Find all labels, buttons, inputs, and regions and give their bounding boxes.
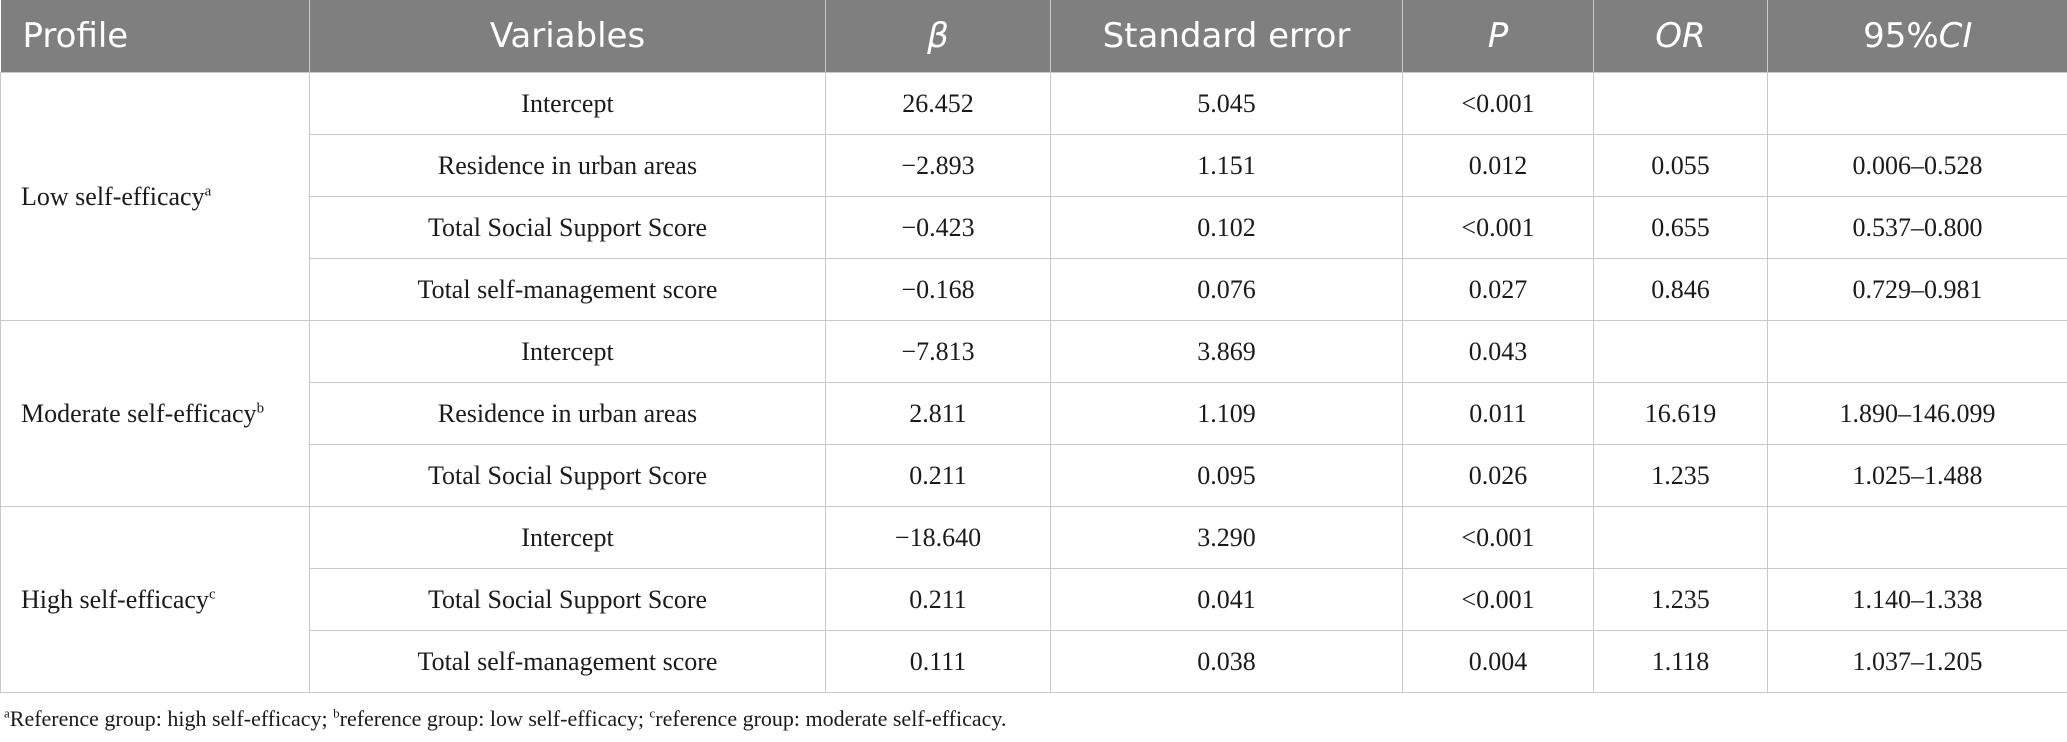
table-row: Residence in urban areas 2.811 1.109 0.011 1… (1, 382, 2067, 445)
p-cell: 0.026 (1402, 444, 1594, 507)
variable-cell: Intercept (309, 320, 826, 383)
header-ci: 95%CI (1767, 0, 2067, 73)
variable-cell: Intercept (309, 72, 826, 135)
or-cell: 0.655 (1593, 196, 1768, 259)
table-row: Total Social Support Score 0.211 0.041 <0.0… (1, 568, 2067, 631)
p-cell: 0.012 (1402, 134, 1594, 197)
standard-error-cell: 5.045 (1050, 72, 1403, 135)
profile-cell: High self-efficacyc (0, 506, 310, 693)
ci-cell: 1.037–1.205 (1767, 630, 2067, 693)
table-row: Total Social Support Score 0.211 0.095 0.02… (1, 444, 2067, 507)
table-row: Residence in urban areas −2.893 1.151 0.012… (1, 134, 2067, 197)
profile-footnote-mark: b (256, 399, 265, 416)
or-cell: 0.055 (1593, 134, 1768, 197)
variable-cell: Total Social Support Score (309, 444, 826, 507)
p-cell: <0.001 (1402, 72, 1594, 135)
beta-cell: −2.893 (825, 134, 1051, 197)
table-row: High self-efficacyc Intercept −18.640 3.290… (0, 506, 2067, 693)
p-cell: 0.027 (1402, 258, 1594, 321)
ci-cell: 0.729–0.981 (1767, 258, 2067, 321)
p-cell: 0.043 (1402, 320, 1594, 383)
standard-error-cell: 0.095 (1050, 444, 1403, 507)
footnote-text-a: Reference group: high self-efficacy; (9, 706, 334, 731)
footnote-mark-a: a (4, 705, 10, 721)
beta-cell: −7.813 (825, 320, 1051, 383)
beta-cell: −0.168 (825, 258, 1051, 321)
table-footnote: aReference group: high self-efficacy; br… (4, 706, 1006, 732)
header-standard-error: Standard error (1050, 0, 1403, 73)
header-ci-percent: 95% (1863, 16, 1939, 56)
table-body: Low self-efficacya Intercept 26.452 5.045 <0… (0, 72, 2067, 693)
profile-cell: Low self-efficacya (0, 72, 310, 321)
standard-error-cell: 0.041 (1050, 568, 1403, 631)
ci-cell: 1.025–1.488 (1767, 444, 2067, 507)
or-cell: 1.235 (1593, 568, 1768, 631)
beta-cell: 26.452 (825, 72, 1051, 135)
p-cell: 0.011 (1402, 382, 1594, 445)
p-cell: 0.004 (1402, 630, 1594, 693)
ci-cell: 1.140–1.338 (1767, 568, 2067, 631)
variable-cell: Residence in urban areas (309, 134, 826, 197)
or-cell (1593, 320, 1768, 383)
profile-name: Moderate self-efficacy (21, 398, 257, 428)
header-ci-letters: CI (1938, 16, 1973, 56)
header-profile: Profile (0, 0, 310, 73)
variable-cell: Total Social Support Score (309, 568, 826, 631)
profile-name: Low self-efficacy (21, 181, 205, 211)
ci-cell: 0.006–0.528 (1767, 134, 2067, 197)
standard-error-cell: 0.038 (1050, 630, 1403, 693)
header-variables: Variables (309, 0, 826, 73)
standard-error-cell: 0.102 (1050, 196, 1403, 259)
standard-error-cell: 3.290 (1050, 506, 1403, 569)
beta-cell: 0.111 (825, 630, 1051, 693)
variable-cell: Intercept (309, 506, 826, 569)
p-cell: <0.001 (1402, 568, 1594, 631)
header-row: Profile Variables β Standard error P OR … (0, 0, 2067, 73)
ci-cell (1767, 72, 2067, 135)
or-cell (1593, 72, 1768, 135)
profile-cell: Moderate self-efficacyb (0, 320, 310, 507)
footnote-mark-b: b (333, 705, 340, 721)
beta-cell: 0.211 (825, 568, 1051, 631)
standard-error-cell: 1.151 (1050, 134, 1403, 197)
profile-footnote-mark: a (204, 182, 212, 199)
variable-cell: Residence in urban areas (309, 382, 826, 445)
ci-cell (1767, 506, 2067, 569)
or-cell: 16.619 (1593, 382, 1768, 445)
table-row: Moderate self-efficacyb Intercept −7.813 3.… (0, 320, 2067, 507)
or-cell: 1.235 (1593, 444, 1768, 507)
table-row: Total Social Support Score −0.423 0.102 <0.… (1, 196, 2067, 259)
header-beta: β (825, 0, 1051, 73)
ci-cell: 1.890–146.099 (1767, 382, 2067, 445)
regression-table: Profile Variables β Standard error P OR … (0, 0, 2067, 693)
profile-footnote-mark: c (208, 585, 216, 602)
variable-cell: Total Social Support Score (309, 196, 826, 259)
footnote-text-c: reference group: moderate self-efficacy. (655, 706, 1007, 731)
beta-cell: −0.423 (825, 196, 1051, 259)
table-row: Total self-management score 0.111 0.038 0.0… (1, 630, 2067, 693)
beta-cell: −18.640 (825, 506, 1051, 569)
header-or: OR (1593, 0, 1768, 73)
or-cell: 1.118 (1593, 630, 1768, 693)
beta-cell: 0.211 (825, 444, 1051, 507)
standard-error-cell: 3.869 (1050, 320, 1403, 383)
profile-name: High self-efficacy (21, 584, 209, 614)
table-row: Low self-efficacya Intercept 26.452 5.045 <0… (0, 72, 2067, 321)
p-cell: <0.001 (1402, 506, 1594, 569)
ci-cell: 0.537–0.800 (1767, 196, 2067, 259)
p-cell: <0.001 (1402, 196, 1594, 259)
footnote-mark-c: c (649, 705, 656, 721)
standard-error-cell: 0.076 (1050, 258, 1403, 321)
header-p: P (1402, 0, 1594, 73)
standard-error-cell: 1.109 (1050, 382, 1403, 445)
variable-cell: Total self-management score (309, 258, 826, 321)
or-cell: 0.846 (1593, 258, 1768, 321)
ci-cell (1767, 320, 2067, 383)
table-row: Total self-management score −0.168 0.076 0.… (1, 258, 2067, 321)
beta-cell: 2.811 (825, 382, 1051, 445)
or-cell (1593, 506, 1768, 569)
variable-cell: Total self-management score (309, 630, 826, 693)
footnote-text-b: reference group: low self-efficacy; (339, 706, 650, 731)
